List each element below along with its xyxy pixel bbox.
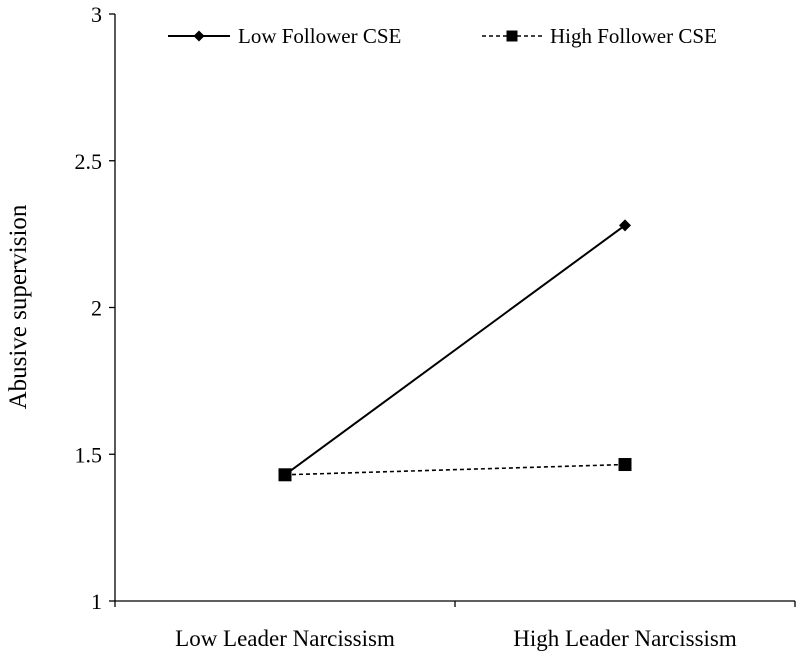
legend-diamond-marker (193, 30, 205, 42)
legend-item: Low Follower CSE (168, 24, 401, 48)
y-axis-ticks: 1 1.5 2 2.5 3 (75, 2, 115, 614)
y-tick-label: 1.5 (75, 442, 103, 467)
series-line (284, 463, 626, 476)
data-point-square (618, 458, 632, 472)
legend-item: High Follower CSE (482, 24, 717, 48)
data-point-diamond (619, 219, 631, 232)
legend: Low Follower CSE High Follower CSE (168, 24, 717, 48)
legend-square-marker (506, 30, 518, 42)
legend-label: Low Follower CSE (238, 24, 401, 48)
x-category-label: Low Leader Narcissism (175, 626, 395, 651)
legend-label: High Follower CSE (550, 24, 717, 48)
series-low-follower-cse (279, 219, 631, 481)
series-high-follower-cse (278, 458, 632, 482)
series-layer (278, 219, 632, 482)
y-axis-label: Abusive supervision (5, 204, 32, 409)
data-point-diamond (279, 468, 291, 481)
x-axis-ticks: Low Leader Narcissism High Leader Narciss… (114, 601, 796, 651)
y-tick-label: 1 (91, 589, 102, 614)
x-category-label: High Leader Narcissism (513, 626, 737, 651)
y-tick-label: 3 (91, 2, 102, 27)
series-line (284, 224, 626, 476)
y-tick-label: 2 (91, 296, 102, 321)
y-tick-label: 2.5 (75, 149, 103, 174)
